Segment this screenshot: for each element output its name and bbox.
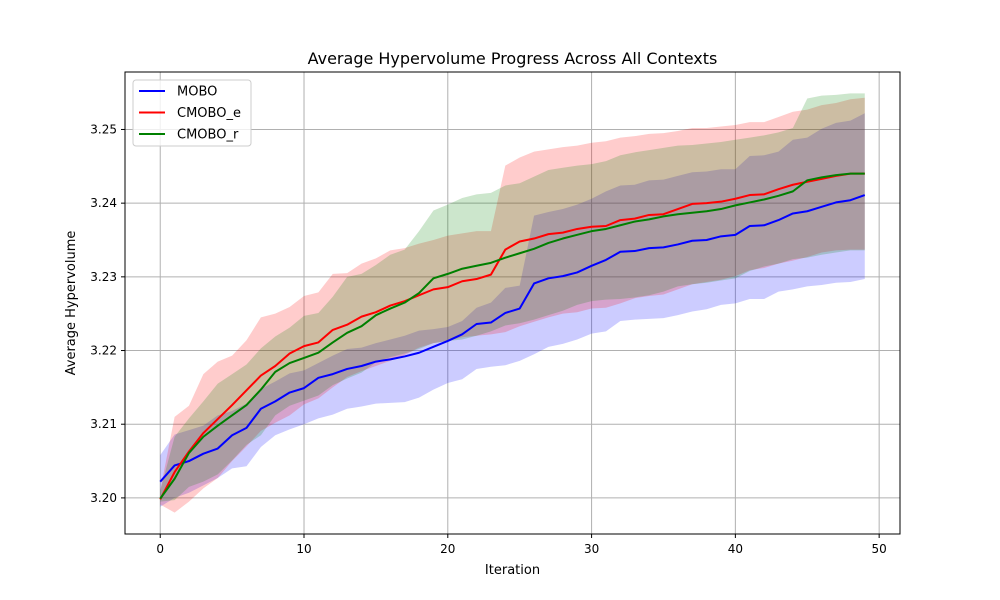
legend-label-mobo: MOBO bbox=[177, 85, 217, 100]
x-tick-label: 50 bbox=[872, 542, 887, 556]
x-tick-label: 40 bbox=[728, 542, 743, 556]
line-cmobo-e bbox=[159, 172, 865, 500]
y-tick-label: 3.22 bbox=[90, 344, 117, 358]
y-tick-label: 3.20 bbox=[90, 491, 117, 505]
y-tick-label: 3.24 bbox=[90, 196, 117, 210]
x-axis-label: Iteration bbox=[485, 563, 540, 578]
x-tick-label: 30 bbox=[584, 542, 599, 556]
y-axis-label: Average Hypervolume bbox=[64, 231, 79, 376]
legend-box bbox=[132, 79, 252, 147]
series-lines bbox=[159, 172, 866, 500]
x-tick-label: 20 bbox=[440, 542, 455, 556]
y-tick-label: 3.23 bbox=[90, 270, 117, 284]
axis-ticks: 0 10 20 30 40 50 3.20 3.21 3.22 3.23 3.24 3.25 bbox=[90, 122, 887, 556]
y-tick-label: 3.21 bbox=[90, 417, 117, 431]
legend-label-cmobo-r: CMOBO_r bbox=[177, 128, 239, 143]
y-tick-label: 3.25 bbox=[90, 122, 117, 136]
legend-label-cmobo-e: CMOBO_e bbox=[177, 106, 241, 121]
line-cmobo-r bbox=[159, 172, 865, 500]
line-mobo bbox=[159, 194, 866, 483]
x-tick-label: 0 bbox=[156, 542, 164, 556]
band-cmobo-r bbox=[160, 93, 865, 502]
legend: MOBO CMOBO_e CMOBO_r bbox=[132, 79, 252, 147]
band-cmobo-e bbox=[160, 97, 865, 513]
grid bbox=[125, 72, 900, 534]
x-tick-label: 10 bbox=[296, 542, 311, 556]
plot-frame bbox=[124, 71, 901, 535]
chart-title: Average Hypervolume Progress Across All … bbox=[308, 49, 718, 68]
